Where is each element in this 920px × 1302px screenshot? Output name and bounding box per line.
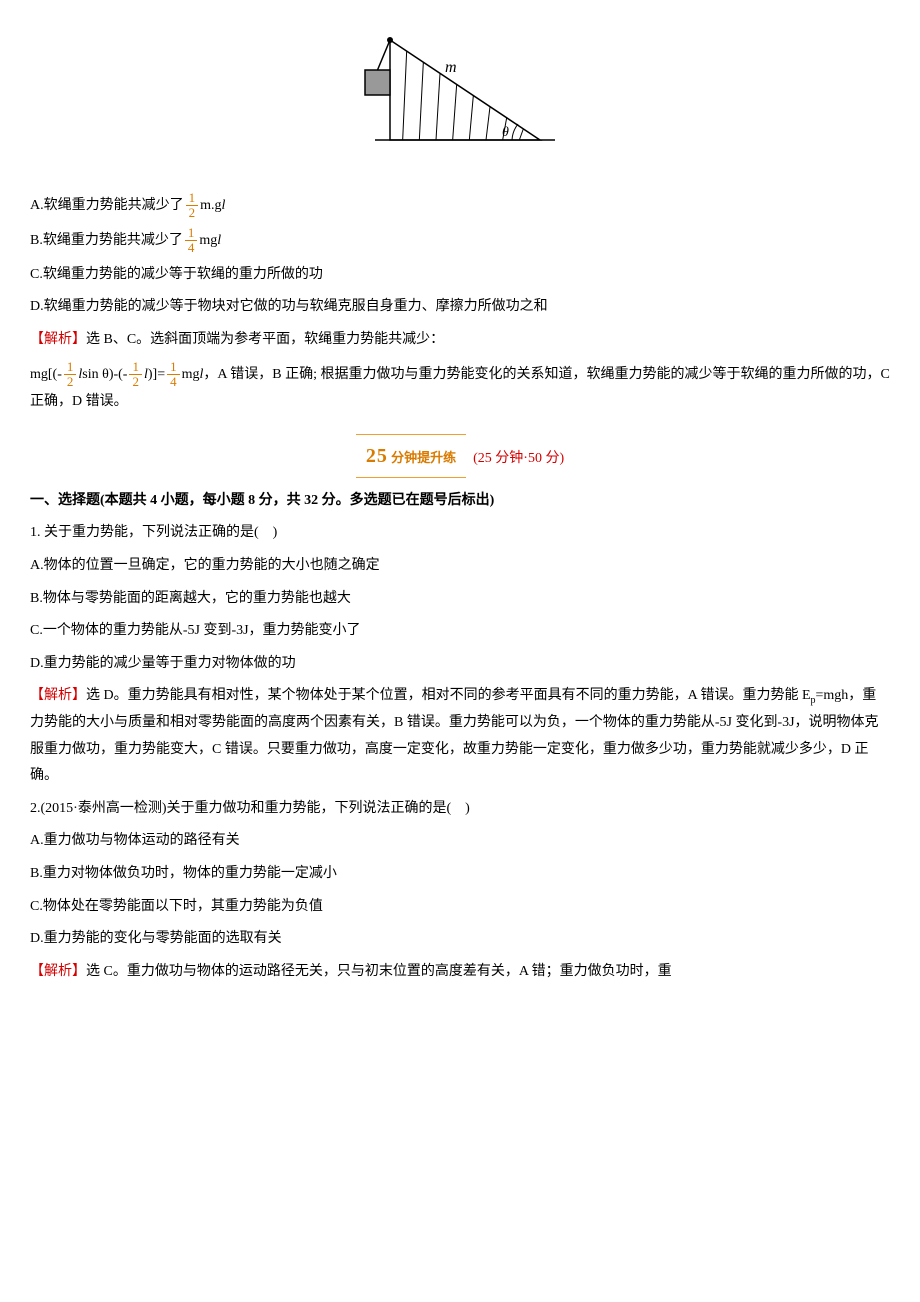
banner-text: 分钟提升练 (388, 450, 456, 465)
banner-box: 25 分钟提升练 (356, 434, 466, 478)
analysis-tag: 【解析】 (30, 332, 86, 347)
frac-den: 4 (167, 375, 180, 389)
q2-ans-tag: 【解析】 (30, 964, 86, 979)
q1-stem: 1. 关于重力势能，下列说法正确的是( ) (30, 520, 890, 547)
frac-den: 4 (185, 241, 198, 255)
opt-b-suffix: mg (199, 233, 217, 248)
opt-b-ital: l (217, 233, 221, 248)
banner-time: (25 分钟·50 分) (473, 451, 564, 466)
frac-num: 1 (129, 360, 142, 375)
opt-b-fraction: 14 (185, 226, 198, 256)
opt-a-prefix: A.软绳重力势能共减少了 (30, 198, 184, 213)
option-a: A.软绳重力势能共减少了12m.gl (30, 191, 890, 221)
a1-frac2: 12 (129, 360, 142, 390)
q2-stem: 2.(2015·泰州高一检测)关于重力做功和重力势能，下列说法正确的是( ) (30, 796, 890, 823)
section-header: 一、选择题(本题共 4 小题，每小题 8 分，共 32 分。多选题已在题号后标出… (30, 488, 890, 515)
a1-frac1: 12 (64, 360, 77, 390)
frac-num: 1 (185, 226, 198, 241)
q1-a: A.物体的位置一旦确定，它的重力势能的大小也随之确定 (30, 553, 890, 580)
frac-num: 1 (186, 191, 199, 206)
option-d: D.软绳重力势能的减少等于物块对它做的功与软绳克服自身重力、摩擦力所做功之和 (30, 294, 890, 321)
q1-c: C.一个物体的重力势能从-5J 变到-3J，重力势能变小了 (30, 618, 890, 645)
a1-pre: mg[(- (30, 367, 62, 382)
option-c: C.软绳重力势能的减少等于软绳的重力所做的功 (30, 262, 890, 289)
diagram-svg: mθ (330, 20, 590, 160)
analysis-1: 【解析】选 B、C。选斜面顶端为参考平面，软绳重力势能共减少： (30, 327, 890, 354)
svg-text:m: m (445, 59, 457, 76)
analysis-lead: 选 B、C。选斜面顶端为参考平面，软绳重力势能共减少： (86, 332, 444, 347)
q2-a: A.重力做功与物体运动的路径有关 (30, 828, 890, 855)
opt-b-prefix: B.软绳重力势能共减少了 (30, 233, 183, 248)
frac-num: 1 (167, 360, 180, 375)
opt-a-fraction: 12 (186, 191, 199, 221)
frac-den: 2 (129, 375, 142, 389)
q2-b: B.重力对物体做负功时，物体的重力势能一定减小 (30, 861, 890, 888)
analysis-1-line2: mg[(-12lsin θ)-(-12l)]=14mgl，A 错误，B 正确; … (30, 360, 890, 416)
svg-text:θ: θ (502, 125, 509, 140)
q2-ans: 选 C。重力做功与物体的运动路径无关，只与初末位置的高度差有关，A 错；重力做负… (86, 964, 672, 979)
frac-den: 2 (186, 206, 199, 220)
q2-c: C.物体处在零势能面以下时，其重力势能为负值 (30, 894, 890, 921)
opt-a-suffix: m.g (200, 198, 221, 213)
a1-frac3: 14 (167, 360, 180, 390)
incline-diagram: mθ (30, 20, 890, 171)
q1-b: B.物体与零势能面的距离越大，它的重力势能也越大 (30, 586, 890, 613)
option-b: B.软绳重力势能共减少了14mgl (30, 226, 890, 256)
section-banner: 25 分钟提升练 (25 分钟·50 分) (30, 434, 890, 478)
q1-analysis: 【解析】选 D。重力势能具有相对性，某个物体处于某个位置，相对不同的参考平面具有… (30, 683, 890, 790)
q1-ans-tag: 【解析】 (30, 688, 86, 703)
frac-num: 1 (64, 360, 77, 375)
q2-d: D.重力势能的变化与零势能面的选取有关 (30, 926, 890, 953)
a1-mid3a: mg (182, 367, 200, 382)
a1-mid1b: sin θ)-(- (82, 367, 127, 382)
opt-a-ital: l (222, 198, 226, 213)
q1-d: D.重力势能的减少量等于重力对物体做的功 (30, 651, 890, 678)
q2-analysis: 【解析】选 C。重力做功与物体的运动路径无关，只与初末位置的高度差有关，A 错；… (30, 959, 890, 986)
a1-mid2b: )]= (148, 367, 165, 382)
frac-den: 2 (64, 375, 77, 389)
banner-big: 25 (366, 445, 388, 467)
q1-ans1: 选 D。重力势能具有相对性，某个物体处于某个位置，相对不同的参考平面具有不同的重… (86, 688, 811, 703)
